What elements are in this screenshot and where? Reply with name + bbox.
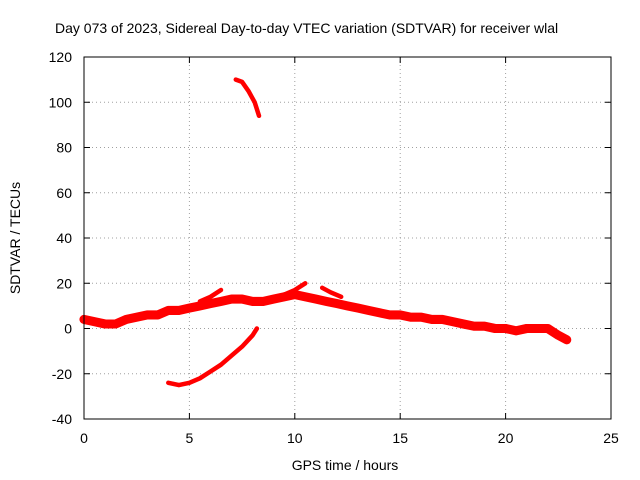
x-axis-label: GPS time / hours <box>292 457 399 473</box>
x-tick-label: 15 <box>392 430 408 446</box>
y-tick-label: -20 <box>52 366 72 382</box>
series-line-upper-streak-2 <box>282 281 308 297</box>
series-line-high-arc <box>233 77 262 119</box>
series-line-upper-streak-1 <box>197 287 224 304</box>
y-tick-label: 0 <box>64 321 72 337</box>
chart-title: Day 073 of 2023, Sidereal Day-to-day VTE… <box>55 20 558 36</box>
series-line-upper-streak-3 <box>319 285 344 300</box>
y-tick-label: 100 <box>49 94 73 110</box>
y-tick-label: 60 <box>56 185 72 201</box>
y-axis-label: SDTVAR / TECUs <box>7 182 23 294</box>
y-tick-label: 80 <box>56 140 72 156</box>
x-tick-label: 25 <box>603 430 619 446</box>
y-tick-label: 20 <box>56 275 72 291</box>
grid <box>84 57 611 419</box>
series-line-main-band <box>79 290 572 345</box>
series-line-ascending-arc <box>166 326 260 388</box>
plot-frame <box>83 56 612 420</box>
y-tick-label: 120 <box>49 49 73 65</box>
data-series <box>79 77 572 388</box>
x-tick-label: 0 <box>80 430 88 446</box>
axis-ticks: 0 5 10 15 20 25 -40 -20 0 20 40 60 80 100 120 <box>49 49 619 446</box>
y-tick-label: 40 <box>56 230 72 246</box>
x-tick-label: 20 <box>498 430 514 446</box>
y-tick-label: -40 <box>52 411 72 427</box>
x-tick-label: 10 <box>287 430 303 446</box>
x-tick-label: 5 <box>186 430 194 446</box>
